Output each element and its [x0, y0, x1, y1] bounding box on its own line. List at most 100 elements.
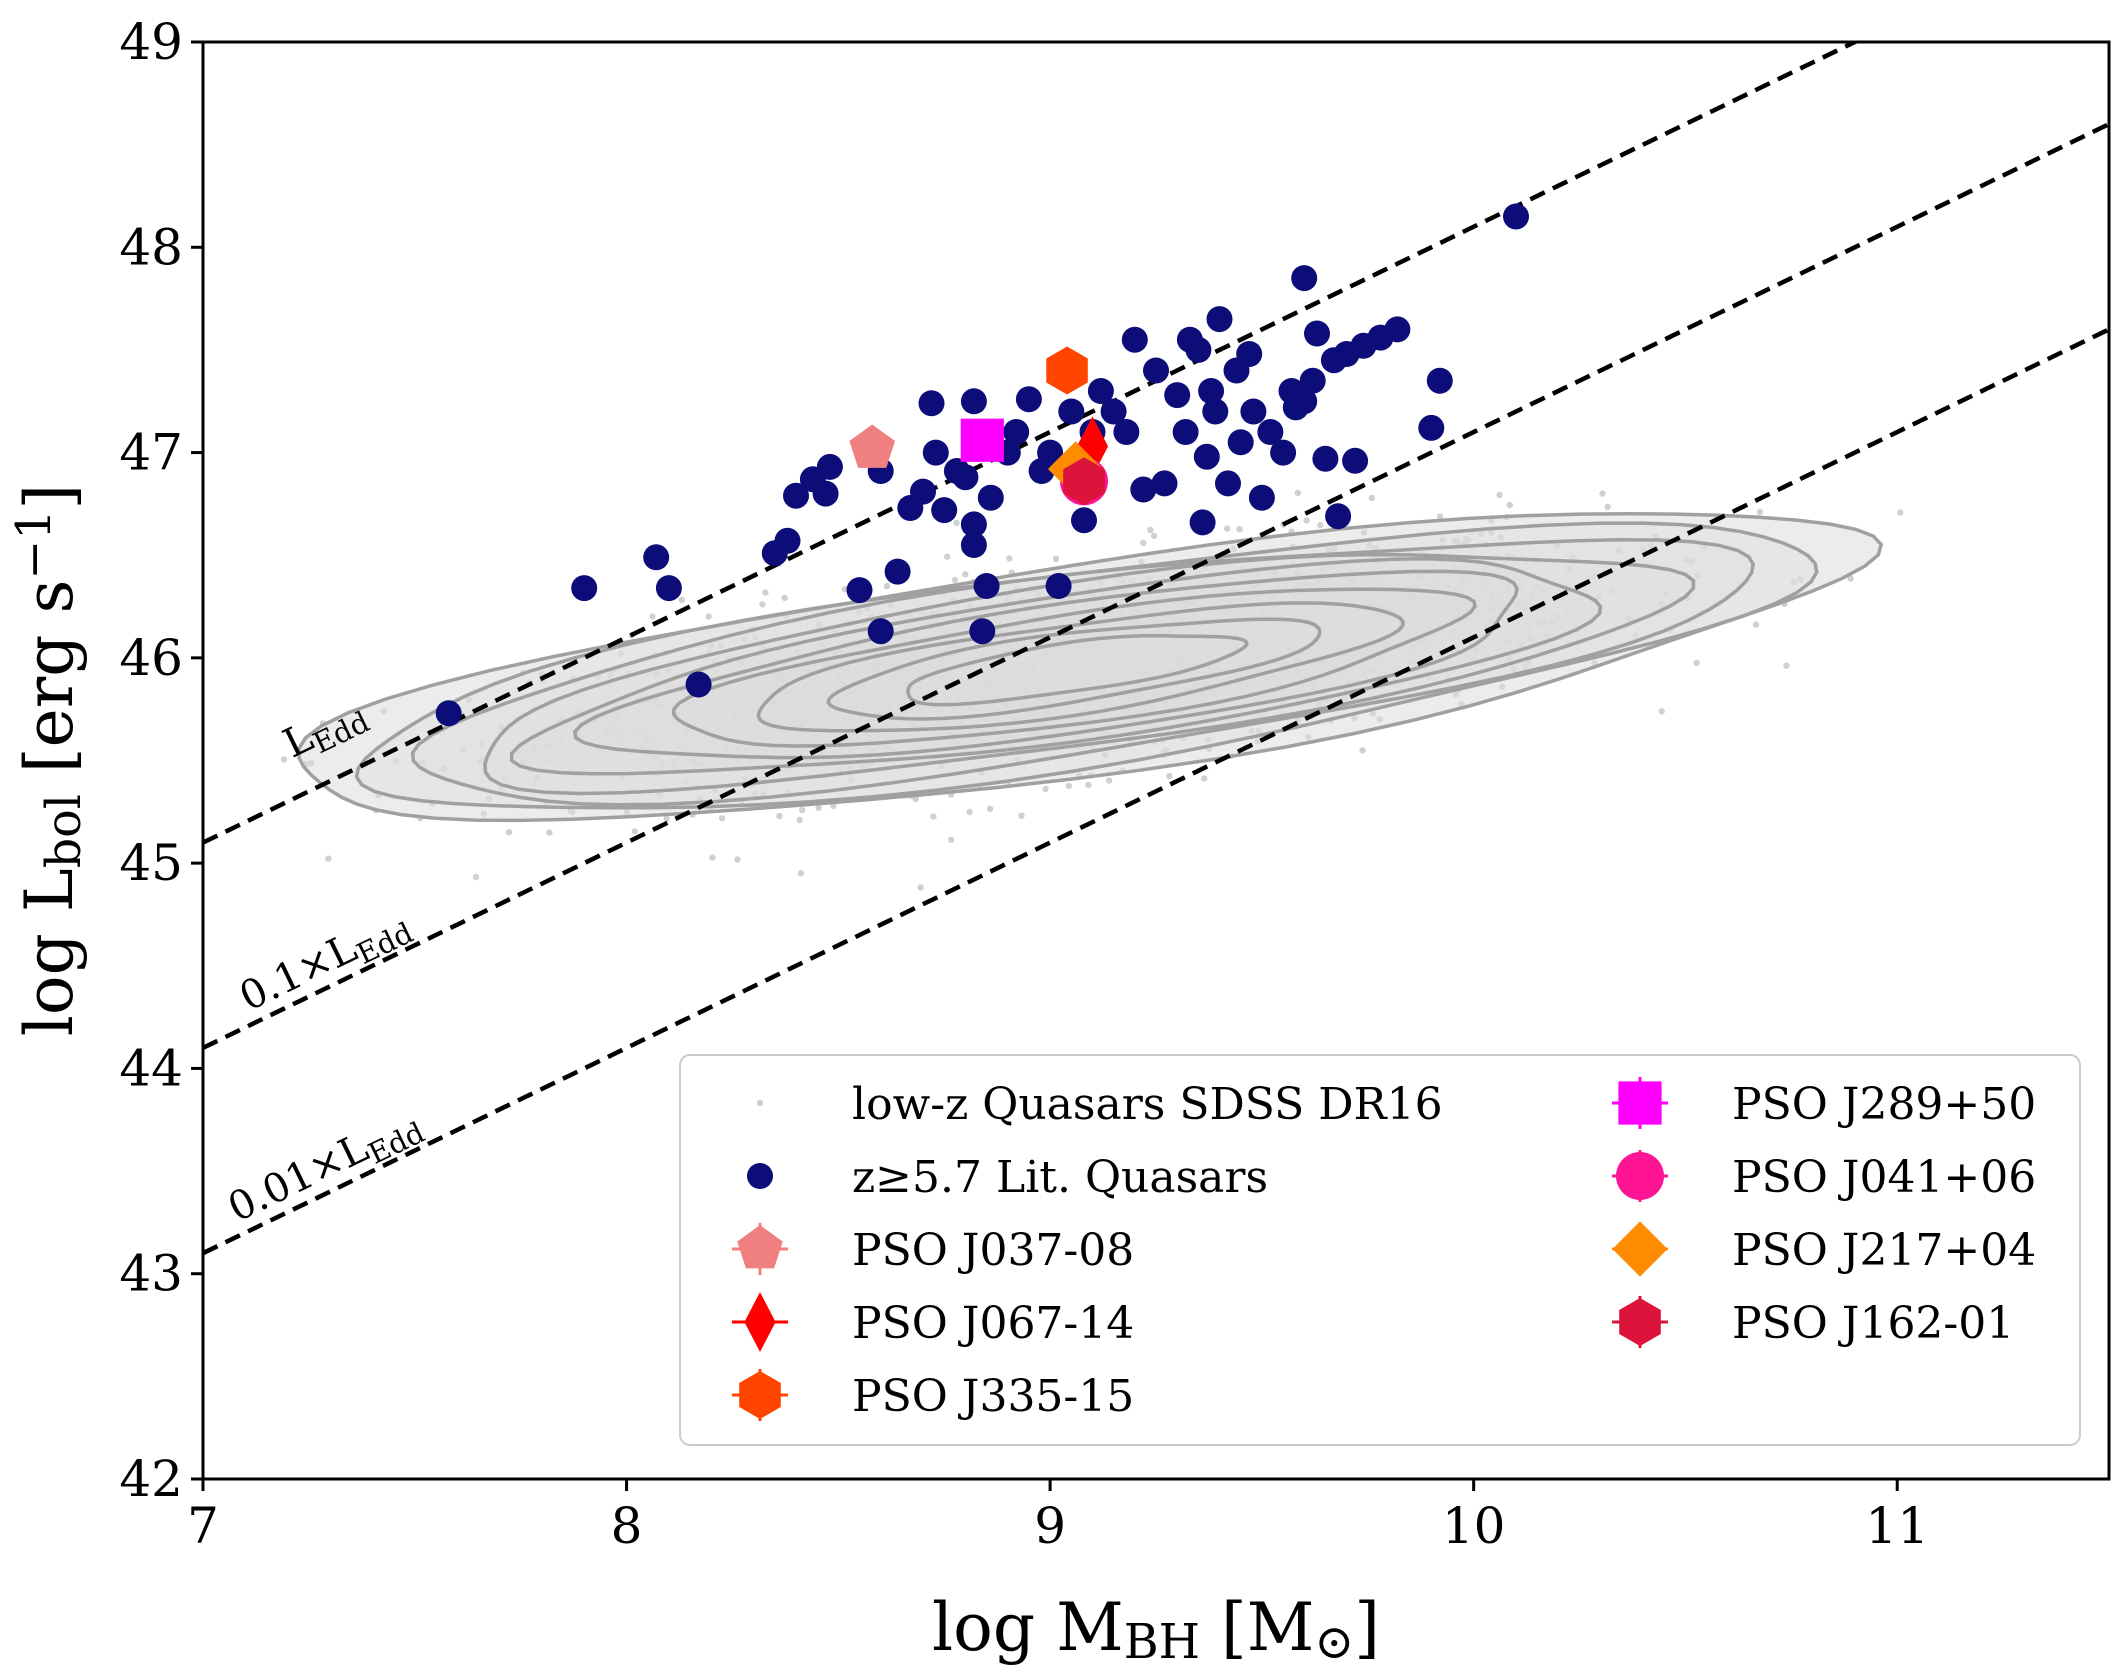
- legend-entry: PSO J335-15: [732, 1369, 1134, 1422]
- lowz-quasar-point: [1496, 491, 1503, 499]
- eddington-line: [203, 122, 2109, 1050]
- lit-quasar-point: [922, 439, 949, 466]
- lowz-quasar-point: [944, 553, 951, 560]
- lowz-quasar-point: [705, 613, 712, 620]
- eddington-line: [203, 327, 2109, 1256]
- lowz-quasar-point: [1897, 509, 1904, 516]
- legend-label: PSO J335-15: [852, 1371, 1134, 1422]
- lowz-quasar-point: [505, 829, 513, 836]
- lit-quasar-point: [571, 575, 598, 602]
- lit-quasar-point: [867, 618, 894, 645]
- lit-quasar-point: [1312, 445, 1339, 472]
- lit-quasar-point: [1202, 398, 1229, 425]
- lit-quasar-point: [1215, 470, 1241, 497]
- lowz-quasar-point: [1317, 521, 1324, 529]
- lit-quasar-point: [643, 544, 670, 571]
- lit-quasar-point: [1087, 378, 1114, 404]
- lowz-quasar-point: [986, 805, 994, 812]
- lowz-quasar-point: [815, 804, 822, 811]
- lowz-quasar-point: [1368, 494, 1376, 502]
- lit-quasar-point: [960, 511, 987, 538]
- pso-quasar-point: [1063, 457, 1105, 506]
- y-tick-label: 48: [119, 218, 183, 276]
- lit-quasar-point: [1193, 443, 1220, 470]
- lowz-quasar-point: [1018, 812, 1025, 819]
- legend-entry: PSO J289+50: [1612, 1077, 2036, 1130]
- density-contour: [906, 633, 1249, 707]
- legend-label: PSO J067-14: [852, 1298, 1134, 1349]
- legend-entry: PSO J037-08: [732, 1223, 1134, 1276]
- lit-quasar-point: [812, 480, 839, 507]
- eddington-line-label: 0.1×LEdd: [233, 900, 419, 1025]
- plot-area: [203, 42, 2109, 1256]
- lowz-quasar-point: [1085, 781, 1092, 789]
- x-tick-label: 11: [1865, 1497, 1929, 1555]
- lit-quasar-point: [1257, 419, 1284, 445]
- legend-marker: [737, 1225, 783, 1269]
- legend-marker: [739, 1371, 781, 1419]
- lit-quasar-point: [1121, 326, 1148, 353]
- lowz-quasar-point: [962, 571, 969, 578]
- lowz-quasar-point: [883, 582, 891, 590]
- lit-quasar-point: [1151, 470, 1178, 497]
- density-contour: [509, 557, 1603, 776]
- lit-quasar-point: [1206, 306, 1233, 333]
- lowz-quasar-point: [546, 829, 553, 836]
- lit-quasar-point: [960, 388, 987, 415]
- lit-quasar-point: [910, 478, 936, 505]
- lit-quasar-point: [1503, 203, 1529, 230]
- legend-entry: PSO J041+06: [1612, 1150, 2036, 1203]
- lit-quasar-point: [846, 577, 873, 604]
- legend-entry: PSO J217+04: [1612, 1221, 2036, 1277]
- lit-quasar-point: [1172, 419, 1199, 445]
- legend-label: PSO J217+04: [1732, 1225, 2036, 1276]
- lowz-quasar-point: [912, 795, 919, 803]
- x-tick-label: 10: [1442, 1497, 1506, 1555]
- legend-label: PSO J037-08: [852, 1225, 1134, 1276]
- y-tick-label: 49: [119, 13, 183, 71]
- lit-quasar-point: [435, 700, 462, 727]
- legend-label: PSO J162-01: [1732, 1298, 2014, 1349]
- legend-marker: [756, 1099, 764, 1107]
- lowz-quasar-point: [1294, 489, 1302, 497]
- legend-box: [679, 1054, 2081, 1446]
- lowz-quasar-point: [718, 815, 726, 822]
- lit-quasar-point: [952, 464, 979, 491]
- lit-quasar-point: [884, 558, 911, 585]
- lit-quasar-point: [931, 497, 958, 524]
- lowz-quasar-point: [797, 870, 805, 877]
- pso-quasar-point: [1046, 346, 1088, 395]
- literature-quasars: [435, 203, 1529, 727]
- lowz-quasar-point: [280, 756, 288, 763]
- lit-quasar-point: [1227, 429, 1254, 456]
- lowz-quasar-point: [649, 613, 656, 620]
- y-tick-label: 45: [119, 834, 183, 892]
- lit-quasar-point: [977, 484, 1004, 511]
- lit-quasar-point: [1164, 382, 1191, 409]
- lit-quasar-point: [816, 453, 843, 480]
- legend: low-z Quasars SDSS DR16 z≥5.7 Lit. Quasar…: [679, 1054, 2081, 1446]
- y-axis-title: log Lbol [erg s−1]: [7, 484, 92, 1036]
- pso-quasar-point: [849, 424, 895, 468]
- lowz-quasar-point: [1783, 662, 1790, 669]
- lowz-quasar-point: [1436, 513, 1444, 520]
- density-contour: [410, 538, 1755, 807]
- lowz-quasar-point: [1506, 501, 1514, 509]
- y-tick-label: 44: [119, 1039, 183, 1097]
- lit-quasar-point: [774, 527, 801, 554]
- lit-quasar-point: [1426, 367, 1453, 394]
- pso-quasar-point: [960, 418, 1004, 462]
- legend-entry: low-z Quasars SDSS DR16: [756, 1079, 1443, 1130]
- legend-marker: [1616, 1152, 1664, 1200]
- legend-label: PSO J041+06: [1732, 1152, 2036, 1203]
- lit-quasar-point: [1143, 357, 1169, 384]
- lit-quasar-point: [1130, 476, 1157, 503]
- x-tick-label: 8: [611, 1497, 643, 1555]
- density-contour: [756, 601, 1405, 733]
- legend-label: z≥5.7 Lit. Quasars: [852, 1152, 1268, 1203]
- lowz-quasar-point: [953, 519, 960, 527]
- legend-marker: [1612, 1221, 1668, 1277]
- lit-quasar-point: [1058, 398, 1085, 425]
- lowz-quasar-point: [1693, 659, 1700, 667]
